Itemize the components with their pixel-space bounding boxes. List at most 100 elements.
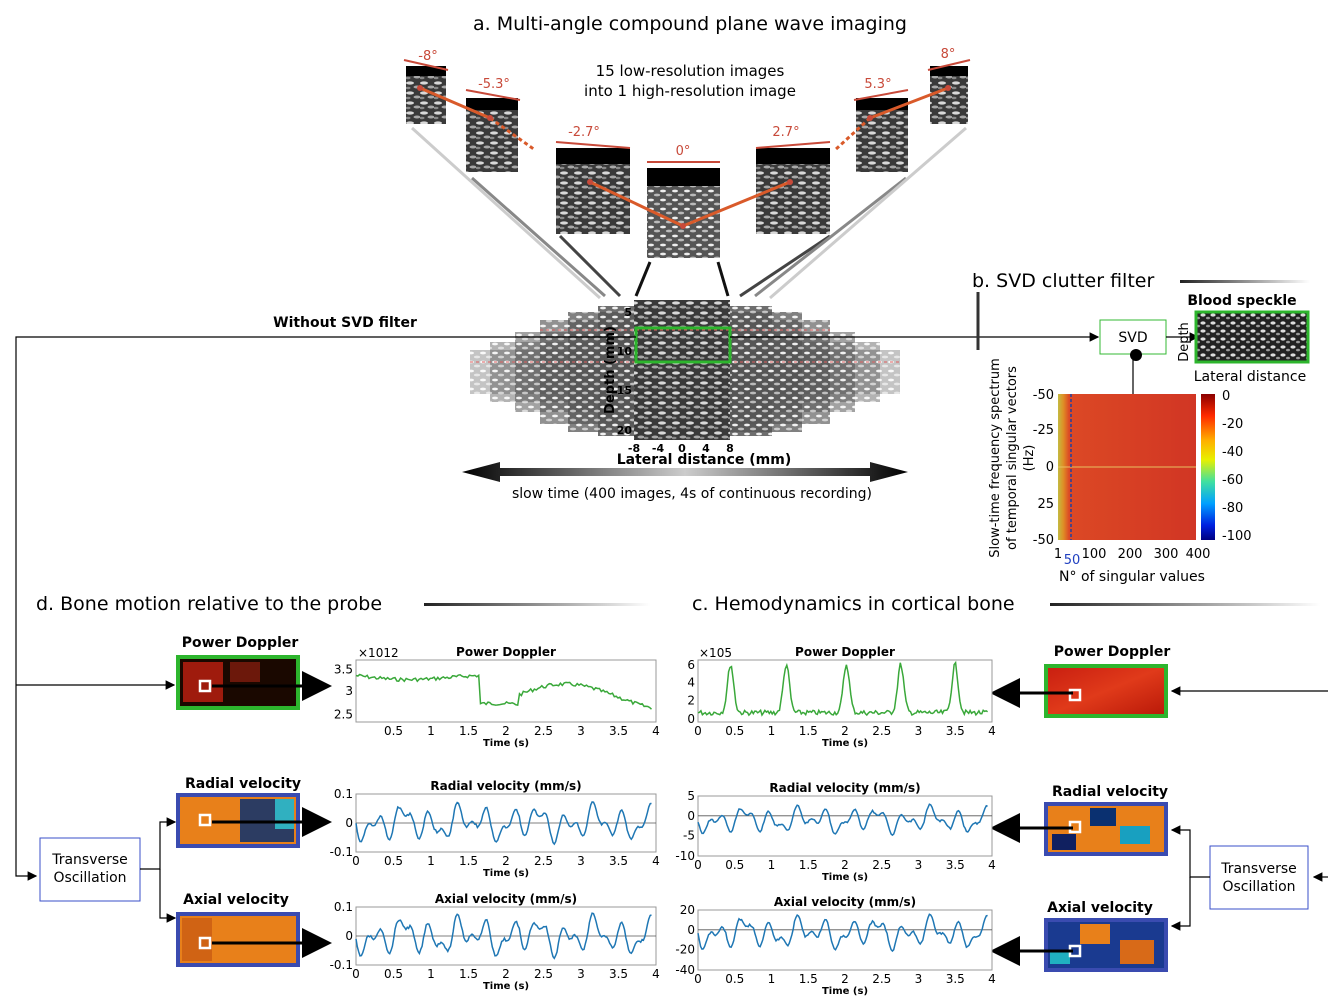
right-axial-plot-xtick: 1.5 (799, 972, 818, 986)
left-axial-plot-title: Axial velocity (mm/s) (435, 892, 577, 906)
right-pd-plot-xtick: 0 (694, 724, 702, 738)
right-axial-plot-trace (697, 913, 988, 953)
compound-caption-line2: into 1 high-resolution image (584, 82, 796, 100)
left-axial-plot-xtick: 3.5 (609, 967, 628, 981)
svg-text:25: 25 (1037, 497, 1054, 512)
right-pd-plot-xtick: 2 (841, 724, 849, 738)
right-axial-plot-xtick: 0.5 (725, 972, 744, 986)
left-pd-plot-xtick: 1.5 (459, 724, 478, 738)
left-axial-plot-trace (355, 912, 652, 960)
svd-x-label: N° of singular values (1059, 569, 1205, 585)
right-axial-label: Axial velocity (1047, 900, 1153, 916)
angle-connectors (419, 86, 949, 228)
svg-text:200: 200 (1118, 547, 1143, 562)
right-radial-plot-xtick: 0 (694, 858, 702, 872)
left-radial-plot-xtick: 3 (577, 854, 585, 868)
section-d-rule (424, 603, 650, 606)
right-pd-plot-xtick: 1 (768, 724, 776, 738)
svg-text:-40: -40 (1222, 445, 1243, 460)
right-axial-plot-xtick: 2 (841, 972, 849, 986)
right-pd-plot-xtick: 3 (915, 724, 923, 738)
angle-image-neg5: -5.3° (465, 77, 521, 172)
right-radial-plot-xtick: 2 (841, 858, 849, 872)
right-radial-plot-xtick: 0.5 (725, 858, 744, 872)
left-pd-plot-ytick: 2.5 (334, 708, 353, 722)
angle-label: 0° (676, 144, 691, 159)
svg-text:-60: -60 (1222, 473, 1243, 488)
svg-text:0: 0 (1046, 460, 1054, 475)
right-pd-plot-xtick: 0.5 (725, 724, 744, 738)
converge-lines (410, 126, 967, 300)
left-pd-plot-xtick: 0.5 (384, 724, 403, 738)
roi-box (634, 326, 732, 364)
right-axial-plot-xtick: 3 (915, 972, 923, 986)
right-radial-plot-ytick: 0 (687, 809, 695, 823)
right-pd-plot-xtick: 2.5 (872, 724, 891, 738)
blood-speckle-label: Blood speckle (1187, 293, 1296, 309)
right-transverse-line1: Transverse (1220, 861, 1297, 877)
right-radial-plot-xlabel: Time (s) (822, 872, 868, 883)
left-radial-label: Radial velocity (185, 776, 301, 792)
svg-text:-20: -20 (1222, 417, 1243, 432)
svg-text:-25: -25 (1033, 423, 1054, 438)
left-pd-plot-title: Power Doppler (456, 645, 556, 659)
right-radial-plot-ytick: -5 (683, 829, 695, 843)
left-pd-plot-ytick: 3.5 (334, 662, 353, 676)
svd-box-label: SVD (1118, 330, 1147, 346)
left-radial-plot-xtick: 0.5 (384, 854, 403, 868)
angle-image-neg2: -2.7° (555, 125, 631, 234)
right-axial-plot-xtick: 1 (768, 972, 776, 986)
left-axial-label: Axial velocity (183, 892, 289, 908)
left-radial-plot-xlabel: Time (s) (483, 868, 529, 879)
left-pd-plot-ytick: 3 (345, 684, 353, 698)
left-axial-plot-xtick: 3 (577, 967, 585, 981)
angle-label: 8° (941, 47, 956, 62)
left-radial-plot-xtick: 1 (427, 854, 435, 868)
left-pd-plot-frame (355, 659, 657, 723)
angle-image-pos5: 5.3° (853, 77, 909, 172)
svg-text:-100: -100 (1222, 529, 1252, 544)
right-pd-plot-xtick: 3.5 (946, 724, 965, 738)
right-radial-plot-xtick: 4 (988, 858, 996, 872)
right-axial-plot-ytick: -20 (675, 943, 695, 957)
left-radial-plot-xtick: 3.5 (609, 854, 628, 868)
right-axial-plot-ytick: -40 (675, 963, 695, 977)
left-axial-plot-xtick: 1 (427, 967, 435, 981)
right-pd-plot-ytick: 6 (687, 658, 695, 672)
svd-y-ticks: -50 -25 0 25 -50 (1033, 388, 1054, 548)
angle-image-neg8: -8° (403, 49, 449, 124)
section-c-rule (1050, 603, 1320, 606)
angle-image-pos8: 8° (927, 47, 971, 124)
angle-image-pos2: 2.7° (755, 125, 831, 234)
svg-text:10: 10 (617, 345, 633, 358)
left-transverse-box (39, 837, 141, 902)
right-axial-plot-frame (697, 909, 993, 971)
right-pd-plot-xtick: 4 (988, 724, 996, 738)
right-radial-plot-xtick: 1 (768, 858, 776, 872)
left-pd-plot-xtick: 3 (577, 724, 585, 738)
svg-text:0: 0 (1222, 389, 1230, 404)
image-stack (470, 300, 900, 440)
svg-text:100: 100 (1082, 547, 1107, 562)
right-radial-label: Radial velocity (1052, 784, 1168, 800)
left-pd-plot-trace (355, 673, 653, 710)
left-pd-plot-xlabel: Time (s) (483, 738, 529, 749)
svg-text:-8: -8 (628, 442, 640, 455)
right-axial-plot-ytick: 20 (680, 903, 695, 917)
right-axial-plot-xtick: 4 (988, 972, 996, 986)
angle-label: 5.3° (864, 77, 891, 92)
section-d-title: d. Bone motion relative to the probe (36, 593, 382, 615)
angle-dots (417, 85, 951, 229)
right-radial-plot-ytick: 5 (687, 789, 695, 803)
svg-text:400: 400 (1186, 547, 1211, 562)
angle-label: -8° (418, 49, 437, 64)
left-axial-plot-xtick: 0.5 (384, 967, 403, 981)
left-axial-plot-xtick: 2 (502, 967, 510, 981)
svg-text:-4: -4 (652, 442, 665, 455)
right-axial-plot-ytick: 0 (687, 923, 695, 937)
right-axial-plot-xtick: 2.5 (872, 972, 891, 986)
svg-text:-80: -80 (1222, 501, 1243, 516)
left-axial-plot-xtick: 0 (352, 967, 360, 981)
right-radial-plot-ytick: -10 (675, 849, 695, 863)
blood-lateral-label: Lateral distance (1194, 369, 1306, 385)
